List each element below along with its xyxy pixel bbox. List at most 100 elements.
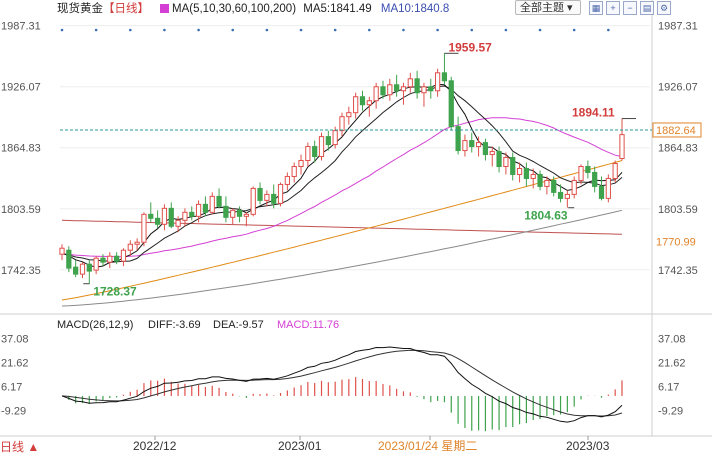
ma60-line [61,160,623,301]
price-tick-right: 1742.35 [658,265,698,277]
price-tick-left: 1987.31 [1,21,41,33]
price-annotation: 1728.37 [93,285,137,299]
theme-dropdown[interactable]: 全部主题 ▾ [515,0,581,15]
price-tick-right: 1864.83 [658,143,698,155]
candle-body [79,263,86,275]
candle-body [257,187,263,201]
candle-body [298,160,304,167]
candle-body [448,80,454,128]
candle-body [195,203,202,217]
candle-body [202,203,209,213]
date-label: 2022/12 [133,439,177,453]
grid-icon[interactable]: ▦ [589,1,603,15]
candle-body [482,142,489,156]
candle-body [359,96,366,106]
date-label: 2023/01/24 星期二 [378,439,477,453]
macd-diff-line [61,346,623,423]
candle-body [585,165,591,173]
event-dot [163,28,166,32]
candle-body [503,157,509,167]
candle-body [571,179,577,195]
candle-body [407,78,413,88]
candle-body [564,193,570,199]
candle-body [523,167,530,179]
candle-body [387,84,393,96]
candle-body [332,130,338,146]
candle-body [400,86,407,92]
event-dot [94,28,98,32]
chart-grid [0,0,712,437]
candle-body [605,177,611,199]
candle-body [134,241,140,245]
macd-tick-right: 21.62 [658,357,686,369]
candle-body [305,146,311,162]
candle-body [250,187,256,215]
macd-tick-left: -9.29 [1,405,26,417]
ma-square-icon [160,4,169,13]
macd-tick-left: 21.62 [1,357,29,369]
price-annotation: 1959.57 [448,40,492,54]
event-dot [436,28,439,32]
candle-body [441,72,448,82]
candle-body [127,243,133,251]
candle-body [551,179,557,193]
candle-body [168,207,174,227]
candle-body [592,171,598,187]
candle-body [154,217,161,225]
candle-body [59,247,65,255]
candle-body [236,209,243,217]
event-dot [299,28,303,32]
price-tick-left: 1864.83 [1,143,41,155]
candle-body [175,219,181,227]
candle-body [469,140,475,148]
candle-body [557,191,564,199]
candlesticks [59,53,625,285]
event-dot [470,28,474,32]
candle-body [86,263,92,272]
candle-body [325,136,331,146]
macd-title: MACD(26,12,9) [57,319,133,331]
candle-body [291,165,297,177]
candle-body [414,78,420,94]
date-label: 2023/01 [278,439,322,453]
zoom-out-icon[interactable]: − [623,1,637,15]
candle-body [284,175,290,185]
ma-legend: MA(5,10,30,60,100,200) MA5:1841.49 MA10:… [160,1,449,17]
ma10-line [61,85,623,263]
candle-body [318,136,325,158]
candle-body [100,257,106,263]
level-1770-label: 1770.99 [656,236,696,248]
settings-icon[interactable]: ⚙ [657,1,671,15]
candle-body [373,86,379,102]
candle-body [455,126,461,152]
instrument-name: 现货黄金 [57,3,103,15]
current-price-label: 1882.64 [656,125,696,137]
event-dot [333,28,337,32]
candle-body [73,266,79,275]
candle-body [434,72,441,92]
layout-icon[interactable]: ▤ [640,1,654,15]
candle-body [578,165,584,181]
date-label: 2023/03 [566,439,610,453]
candle-body [489,151,495,156]
period-tab[interactable]: 日线 ▲ [0,440,40,454]
candle-body [428,86,434,92]
price-annotation: 1894.11 [572,106,615,120]
period-label[interactable]: 【日线】 [103,3,149,15]
macd-tick-left: 37.08 [1,334,29,346]
candle-body [496,151,502,167]
candle-body [462,140,468,152]
macd-diff: DIFF:-3.69 [148,319,201,331]
event-dot [60,28,64,32]
candle-body [544,179,550,187]
instrument-title: 现货黄金【日线】 [57,1,149,17]
candle-body [619,134,625,160]
axes: 1987.31 1987.31 1926.07 1926.07 1864.83 1864.… [1,21,698,453]
ma10-value: MA10:1840.8 [380,3,450,15]
candle-body [114,255,120,262]
candle-body [66,249,72,269]
zoom-in-icon[interactable]: + [606,1,620,15]
candle-body [189,211,195,217]
candle-body [120,249,127,262]
candle-body [612,163,618,179]
